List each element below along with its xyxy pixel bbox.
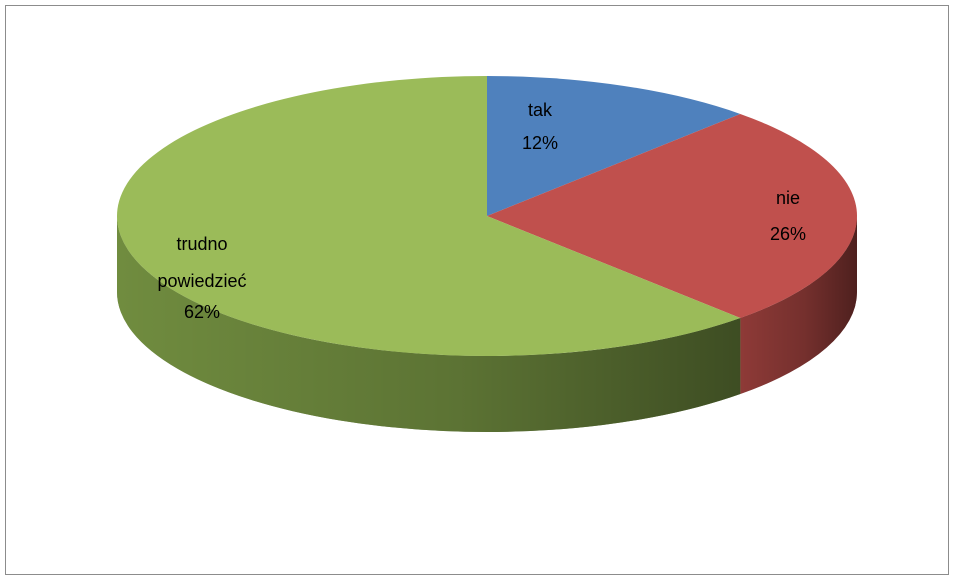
pie-side-shade-2	[116, 216, 741, 433]
pie-side-shade-1	[740, 216, 857, 395]
pie-slice-tak	[487, 76, 741, 216]
data-label-0-0: tak	[528, 100, 553, 120]
pie-labels: tak 12% nie 26% trudno powiedzieć 62%	[157, 100, 806, 322]
data-label-2-0: trudno	[176, 234, 227, 254]
data-label-1-0: nie	[776, 188, 800, 208]
pie-tops	[117, 76, 858, 356]
pie-sides	[116, 216, 857, 433]
pie-slice-trudno-powiedzieć	[117, 76, 741, 356]
data-label-2-2: 62%	[184, 302, 220, 322]
pie-slice-nie	[487, 113, 858, 319]
data-label-0-1: 12%	[522, 133, 558, 153]
data-label-1-1: 26%	[770, 224, 806, 244]
data-label-2-1: powiedzieć	[157, 271, 246, 291]
